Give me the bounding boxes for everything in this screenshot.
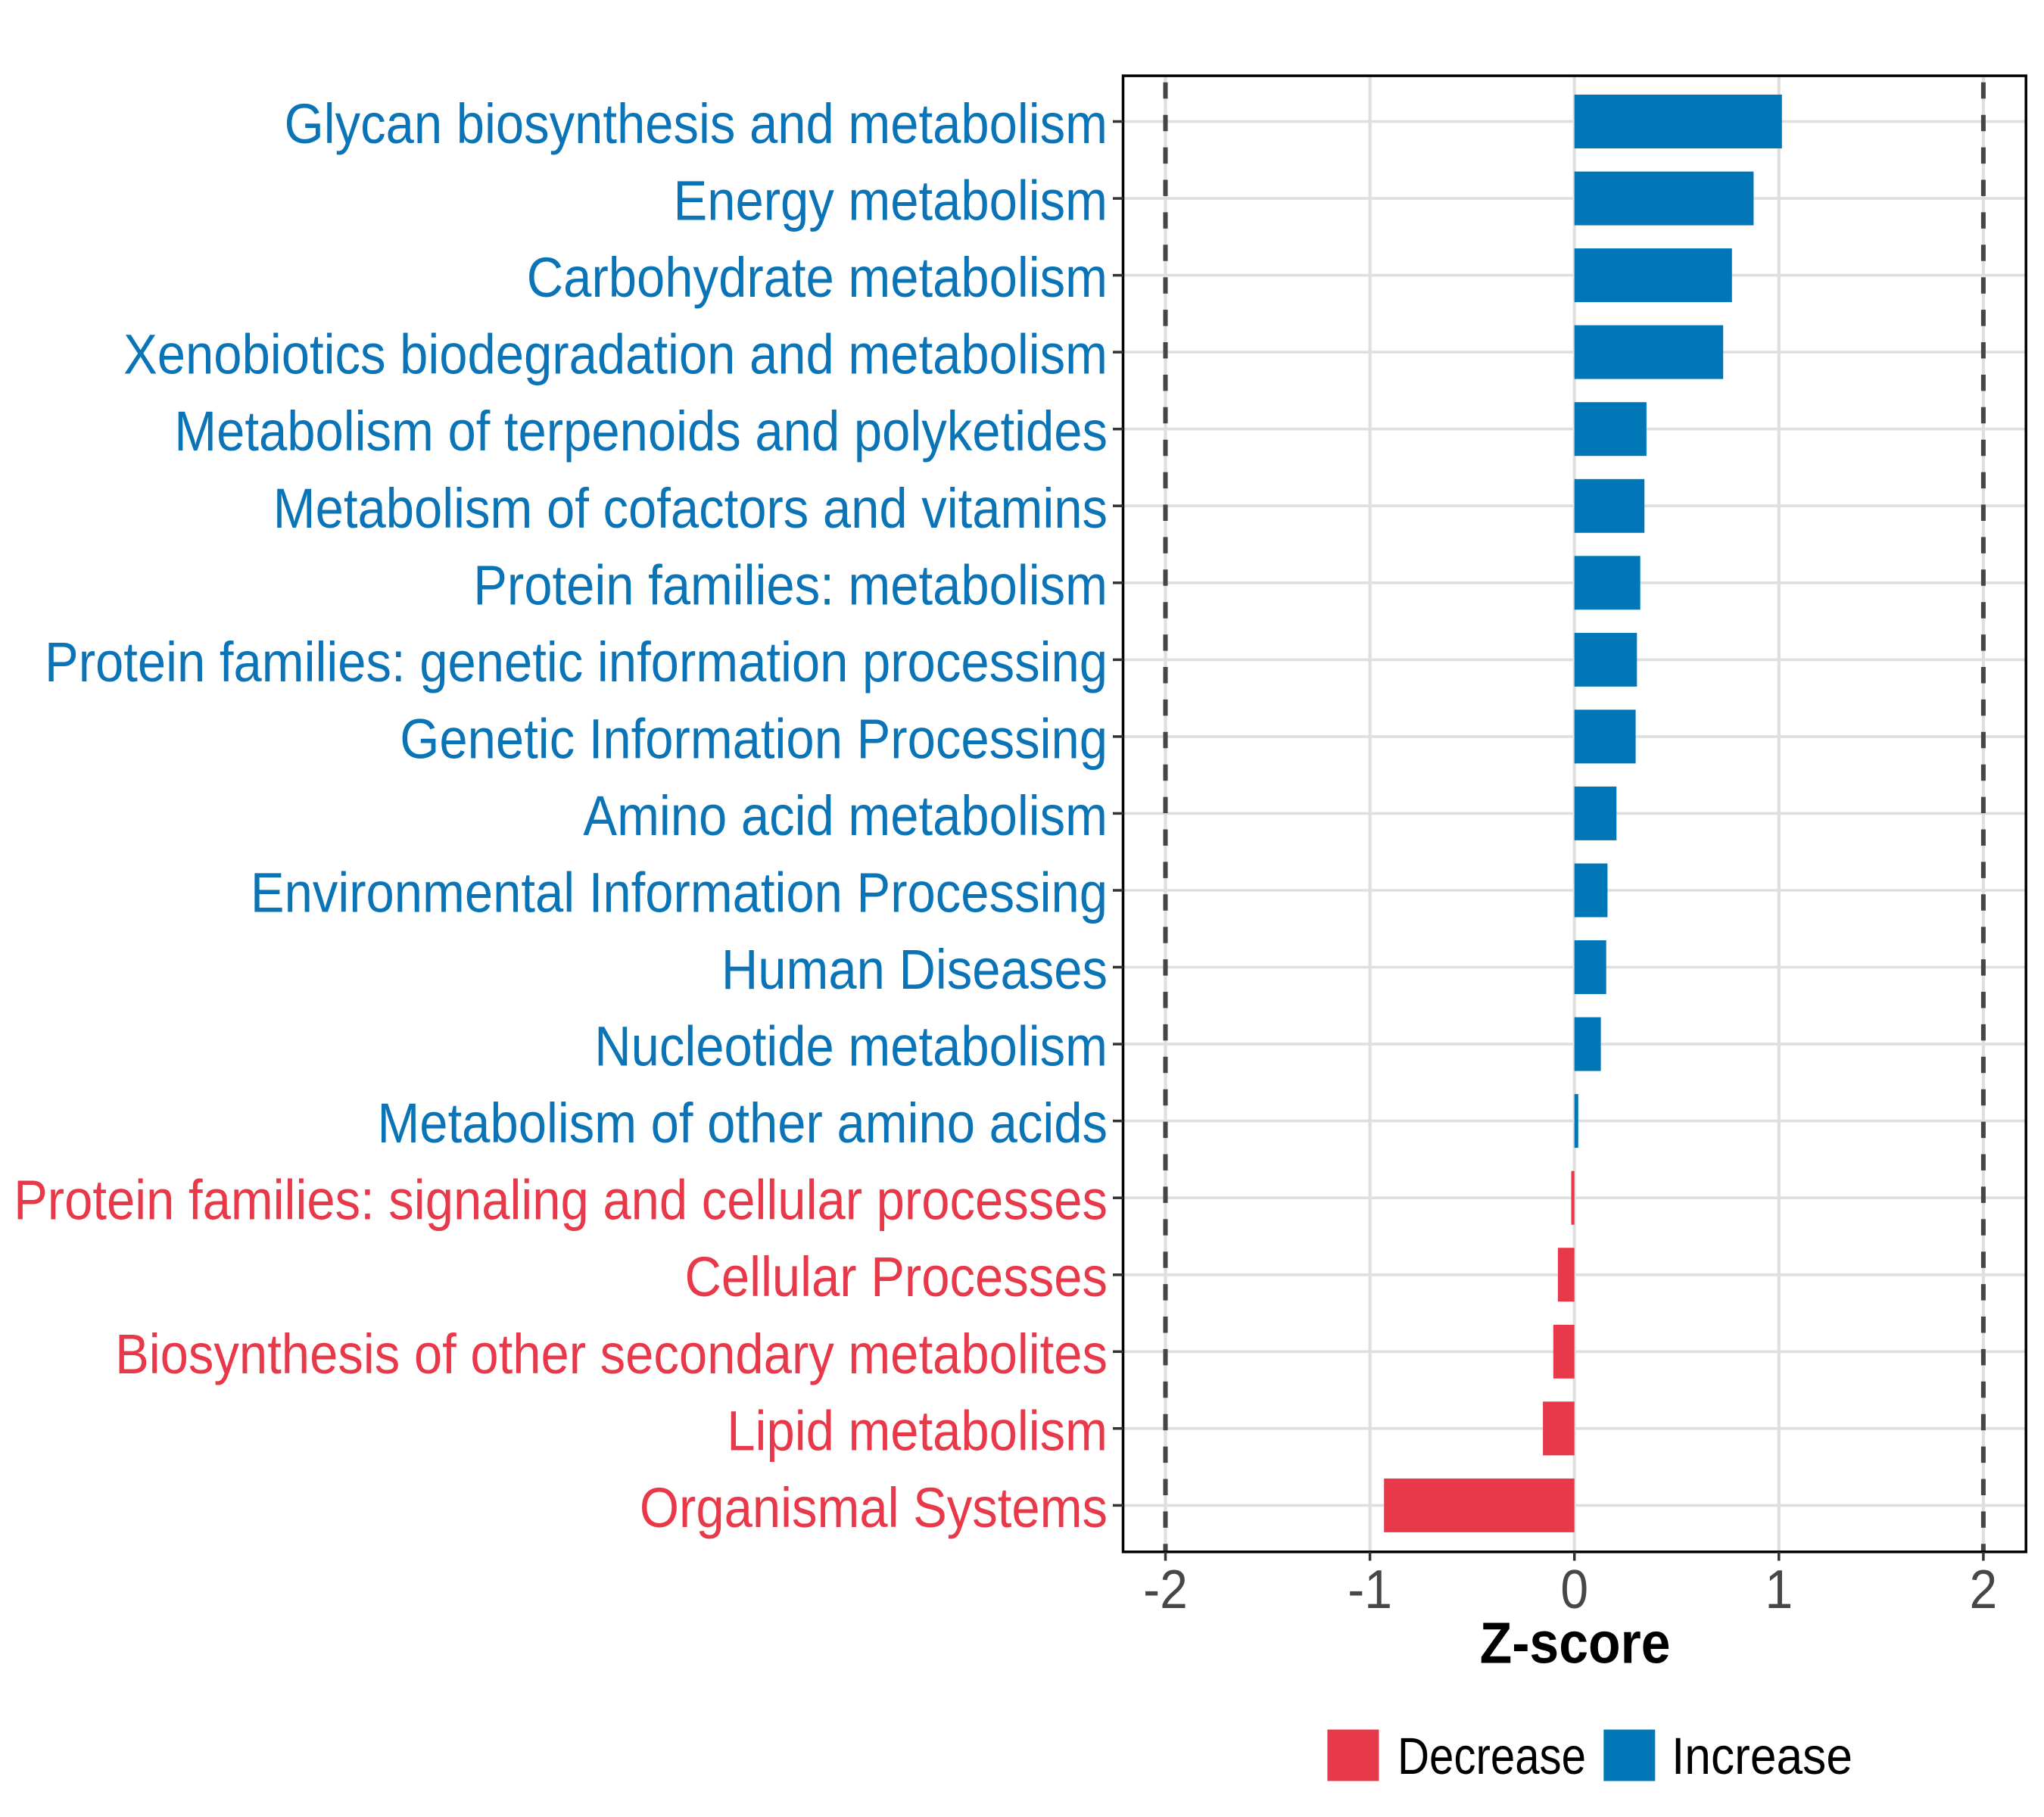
svg-text:0: 0: [1560, 1560, 1588, 1620]
svg-text:Human Diseases: Human Diseases: [721, 938, 1108, 1001]
svg-text:Metabolism of other amino acid: Metabolism of other amino acids: [378, 1092, 1108, 1155]
svg-text:Nucleotide metabolism: Nucleotide metabolism: [594, 1015, 1108, 1078]
svg-text:Xenobiotics biodegradation and: Xenobiotics biodegradation and metabolis…: [123, 323, 1108, 386]
svg-text:Decrease: Decrease: [1397, 1727, 1586, 1785]
svg-text:Lipid metabolism: Lipid metabolism: [727, 1399, 1108, 1462]
svg-text:Cellular Processes: Cellular Processes: [685, 1245, 1108, 1308]
svg-text:Environmental Information Proc: Environmental Information Processing: [251, 862, 1108, 924]
svg-text:Metabolism of cofactors and vi: Metabolism of cofactors and vitamins: [273, 477, 1108, 540]
svg-text:2: 2: [1970, 1560, 1998, 1620]
svg-text:Biosynthesis of other secondar: Biosynthesis of other secondary metaboli…: [115, 1323, 1108, 1385]
svg-text:Amino acid metabolism: Amino acid metabolism: [583, 784, 1108, 847]
svg-text:Carbohydrate metabolism: Carbohydrate metabolism: [527, 246, 1108, 309]
svg-text:Genetic Information Processing: Genetic Information Processing: [400, 707, 1108, 770]
svg-text:-1: -1: [1348, 1560, 1392, 1620]
svg-text:Glycan biosynthesis and metabo: Glycan biosynthesis and metabolism: [285, 92, 1108, 155]
svg-text:Metabolism of terpenoids and p: Metabolism of terpenoids and polyketides: [174, 400, 1108, 463]
svg-text:Increase: Increase: [1672, 1727, 1852, 1785]
svg-text:Protein families: metabolism: Protein families: metabolism: [473, 553, 1108, 616]
svg-text:1: 1: [1765, 1560, 1793, 1620]
svg-text:Protein families: genetic info: Protein families: genetic information pr…: [45, 631, 1108, 693]
svg-text:Protein families: signaling an: Protein families: signaling and cellular…: [14, 1169, 1108, 1232]
svg-text:Energy metabolism: Energy metabolism: [674, 170, 1108, 232]
svg-text:Z-score: Z-score: [1480, 1610, 1671, 1675]
svg-text:Organismal Systems: Organismal Systems: [640, 1476, 1108, 1539]
svg-text:-2: -2: [1143, 1560, 1188, 1620]
